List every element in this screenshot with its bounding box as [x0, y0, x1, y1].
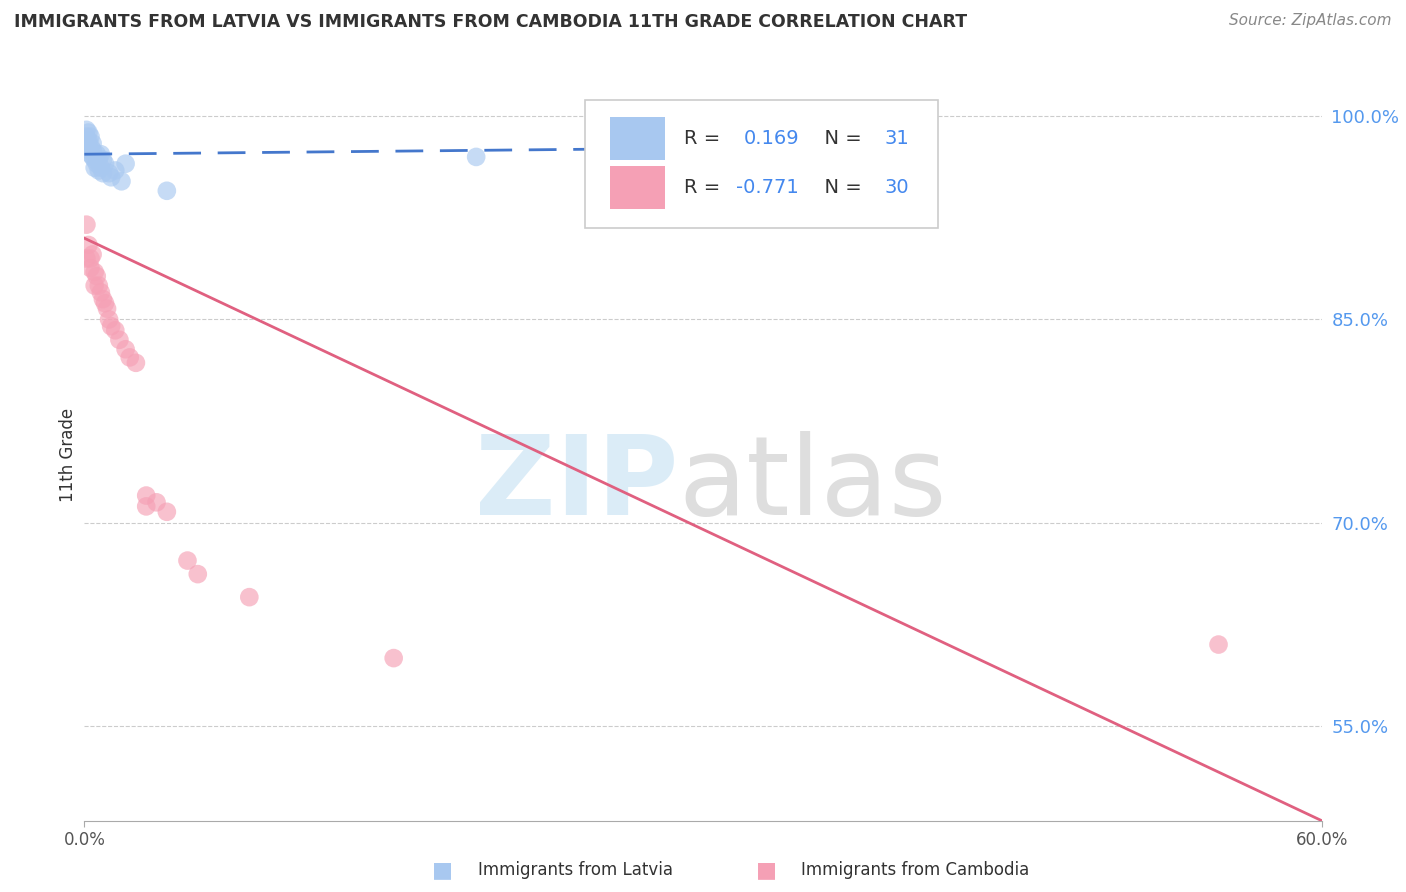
Point [110, 174, 132, 188]
Point [100, 319, 122, 334]
Point [104, 323, 127, 337]
Point [77, 238, 100, 252]
Text: 0.169: 0.169 [744, 129, 800, 148]
Point [96, 301, 118, 316]
Point [83, 265, 105, 279]
Point [108, 333, 131, 347]
Point [82, 136, 104, 151]
Point [77, 134, 100, 148]
Point [75, 252, 97, 266]
Point [75, 218, 97, 232]
Point [156, 184, 179, 198]
Point [79, 260, 101, 275]
Point [79, 252, 101, 266]
Point [114, 157, 136, 171]
Text: R =: R = [685, 129, 727, 148]
Point [104, 163, 127, 178]
Point [87, 278, 110, 293]
Text: Immigrants from Latvia: Immigrants from Latvia [478, 861, 673, 879]
Point [83, 153, 105, 167]
Point [91, 166, 114, 180]
Text: ZIP: ZIP [475, 431, 678, 538]
Text: R =: R = [685, 178, 727, 197]
Text: N =: N = [811, 129, 868, 148]
Point [75, 129, 97, 144]
Point [135, 489, 157, 503]
Point [94, 157, 117, 171]
Point [87, 163, 110, 178]
Text: N =: N = [811, 178, 868, 197]
Text: Source: ZipAtlas.com: Source: ZipAtlas.com [1229, 13, 1392, 29]
Point [91, 153, 114, 167]
Point [86, 157, 108, 171]
Point [82, 143, 104, 157]
Point [1208, 638, 1230, 652]
Point [125, 356, 148, 370]
FancyBboxPatch shape [610, 166, 665, 209]
Point [77, 139, 100, 153]
Point [77, 126, 100, 140]
Point [90, 147, 112, 161]
Point [187, 567, 209, 582]
Y-axis label: 11th Grade: 11th Grade [59, 408, 77, 502]
Point [82, 150, 104, 164]
Point [176, 553, 198, 567]
Point [82, 247, 104, 261]
Point [90, 161, 112, 175]
Text: Immigrants from Cambodia: Immigrants from Cambodia [801, 861, 1029, 879]
Point [75, 123, 97, 137]
Point [238, 590, 260, 604]
Point [100, 170, 122, 185]
Point [118, 351, 141, 365]
FancyBboxPatch shape [610, 117, 665, 161]
Point [98, 166, 121, 180]
Text: IMMIGRANTS FROM LATVIA VS IMMIGRANTS FROM CAMBODIA 11TH GRADE CORRELATION CHART: IMMIGRANTS FROM LATVIA VS IMMIGRANTS FRO… [14, 13, 967, 31]
Point [156, 505, 179, 519]
Text: ■: ■ [433, 860, 453, 880]
FancyBboxPatch shape [585, 100, 938, 228]
Point [83, 161, 105, 175]
Point [79, 147, 101, 161]
Point [75, 136, 97, 151]
Point [86, 269, 108, 284]
Point [86, 147, 108, 161]
Point [94, 296, 117, 310]
Point [77, 143, 100, 157]
Text: 31: 31 [884, 129, 910, 148]
Point [114, 343, 136, 357]
Point [90, 285, 112, 300]
Point [382, 651, 405, 665]
Point [83, 278, 105, 293]
Point [87, 153, 110, 167]
Point [79, 139, 101, 153]
Text: atlas: atlas [678, 431, 946, 538]
Point [135, 500, 157, 514]
Point [91, 292, 114, 306]
Point [98, 312, 121, 326]
Text: -0.771: -0.771 [737, 178, 799, 197]
Point [145, 495, 167, 509]
Point [79, 129, 101, 144]
Text: ■: ■ [756, 860, 776, 880]
Text: 30: 30 [884, 178, 910, 197]
Point [465, 150, 488, 164]
